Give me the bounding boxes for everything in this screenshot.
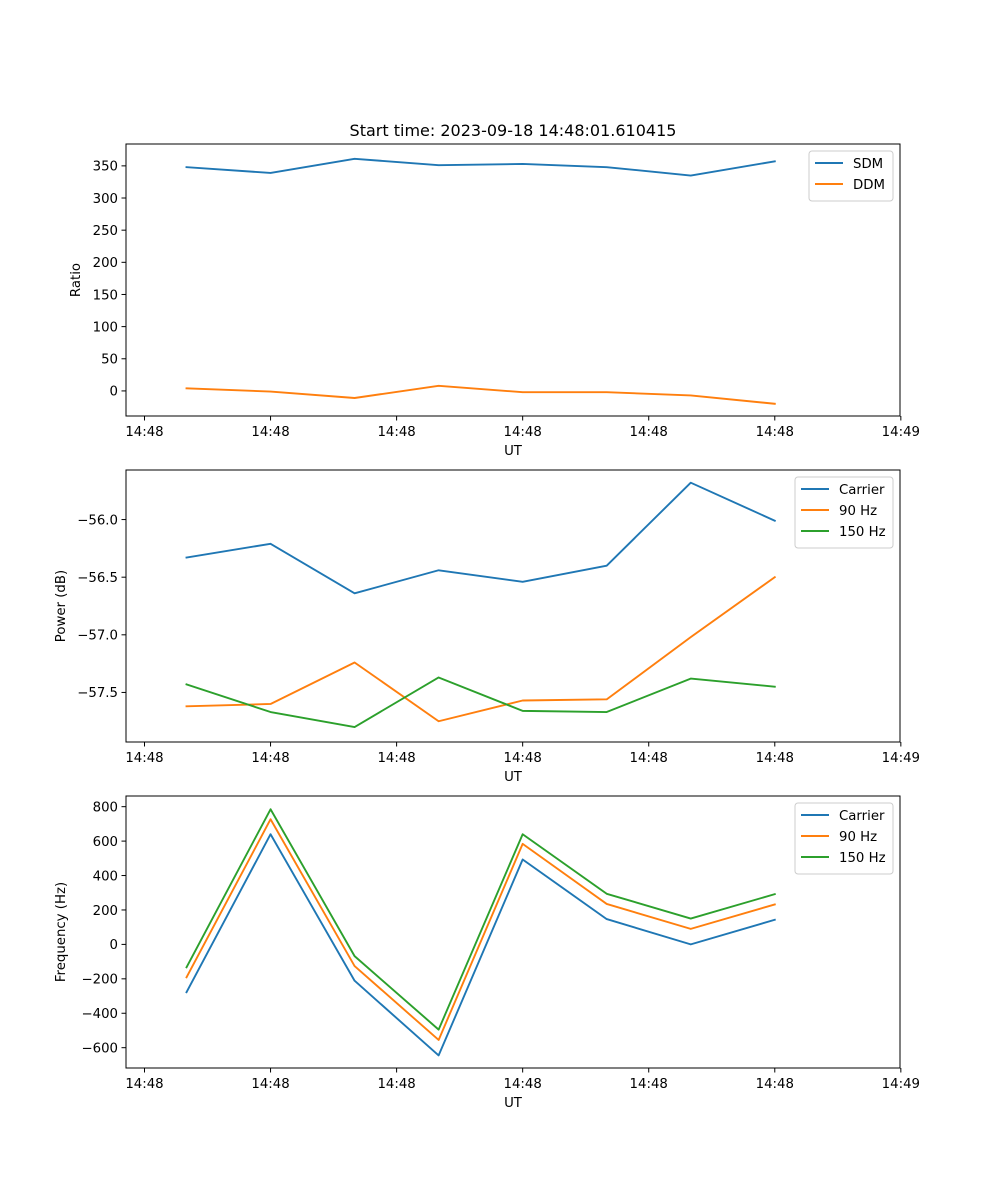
- x-tick-label: 14:49: [882, 425, 920, 440]
- legend-label: 90 Hz: [839, 504, 877, 519]
- x-axis-label: UT: [504, 444, 523, 459]
- plot-frame: [125, 795, 901, 1069]
- plot-frame: [125, 469, 901, 743]
- legend-label: SDM: [853, 157, 883, 172]
- series-line-carrier: [185, 481, 777, 595]
- x-tick-label: 14:48: [125, 425, 163, 440]
- series-line-carrier: [185, 833, 776, 1057]
- x-tick-label: 14:48: [756, 425, 794, 440]
- x-tick-label: 14:48: [251, 425, 289, 440]
- chart-panel-2: 14:48 14:48 14:48 14:48 14:48 14:48 14:49 −57.5…: [54, 469, 920, 785]
- chart-panel-3: 14:48 14:48 14:48 14:48 14:48 14:48 14:49 −600 −…: [54, 795, 920, 1111]
- y-tick-label: 800: [93, 800, 118, 815]
- series-line-150-hz: [185, 808, 776, 1031]
- legend-label: 150 Hz: [839, 525, 886, 540]
- legend-label: Carrier: [839, 483, 885, 498]
- chart-panel-1: Start time: 2023-09-18 14:48:01.610415 14…: [69, 121, 920, 459]
- y-tick-label: 250: [93, 224, 118, 239]
- x-tick-label: 14:48: [630, 425, 668, 440]
- x-tick-label: 14:48: [251, 751, 289, 766]
- x-tick-label: 14:48: [377, 1077, 415, 1092]
- x-tick-label: 14:48: [377, 751, 415, 766]
- y-tick-label: −56.0: [77, 513, 118, 528]
- x-tick-label: 14:48: [504, 751, 542, 766]
- y-tick-label: 150: [93, 288, 118, 303]
- legend: Carrier 90 Hz 150 Hz: [794, 476, 894, 549]
- y-tick-label: −56.5: [77, 571, 118, 586]
- y-axis-label: Power (dB): [54, 570, 69, 642]
- x-tick-label: 14:49: [882, 751, 920, 766]
- x-tick-label: 14:48: [125, 751, 163, 766]
- x-tick-label: 14:49: [882, 1077, 920, 1092]
- x-tick-label: 14:48: [756, 1077, 794, 1092]
- y-tick-label: 400: [93, 869, 118, 884]
- y-tick-label: 300: [93, 192, 118, 207]
- legend-label: DDM: [853, 178, 885, 193]
- x-tick-label: 14:48: [125, 1077, 163, 1092]
- series-line-ddm: [185, 384, 776, 405]
- y-tick-label: 200: [93, 256, 118, 271]
- x-axis-label: UT: [504, 770, 523, 785]
- y-axis-label: Ratio: [69, 263, 84, 297]
- y-tick-label: −400: [81, 1007, 118, 1022]
- y-tick-label: 200: [93, 904, 118, 919]
- x-tick-label: 14:48: [504, 1077, 542, 1092]
- y-tick-label: −600: [81, 1041, 118, 1056]
- series-line-90-hz: [185, 575, 777, 723]
- series-line-sdm: [185, 157, 776, 177]
- y-tick-label: 350: [93, 160, 118, 175]
- y-tick-label: 50: [101, 353, 118, 368]
- y-tick-label: −57.0: [77, 629, 118, 644]
- series-line-90-hz: [185, 818, 776, 1041]
- y-axis-label: Frequency (Hz): [54, 882, 69, 982]
- legend: Carrier 90 Hz 150 Hz: [794, 802, 894, 875]
- plot-frame: [125, 143, 901, 417]
- x-tick-label: 14:48: [377, 425, 415, 440]
- legend-label: 150 Hz: [839, 851, 886, 866]
- y-tick-label: 0: [110, 938, 118, 953]
- y-tick-label: 600: [93, 835, 118, 850]
- x-tick-label: 14:48: [504, 425, 542, 440]
- legend-label: Carrier: [839, 809, 885, 824]
- y-tick-label: 100: [93, 320, 118, 335]
- y-tick-label: −200: [81, 973, 118, 988]
- legend: SDM DDM: [808, 150, 894, 202]
- x-tick-label: 14:48: [630, 751, 668, 766]
- x-axis-label: UT: [504, 1096, 523, 1111]
- x-tick-label: 14:48: [630, 1077, 668, 1092]
- legend-label: 90 Hz: [839, 830, 877, 845]
- x-tick-label: 14:48: [251, 1077, 289, 1092]
- series-line-150-hz: [185, 676, 776, 728]
- y-tick-label: −57.5: [77, 686, 118, 701]
- x-tick-label: 14:48: [756, 751, 794, 766]
- chart-title: Start time: 2023-09-18 14:48:01.610415: [350, 121, 677, 140]
- y-tick-label: 0: [110, 385, 118, 400]
